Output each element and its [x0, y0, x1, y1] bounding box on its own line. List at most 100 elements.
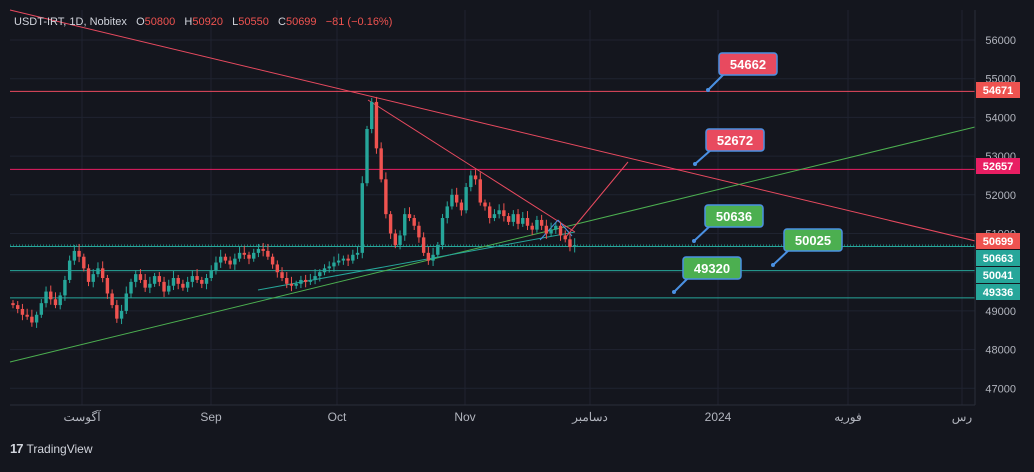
candle-body: [370, 101, 374, 130]
candle-body: [223, 256, 228, 261]
candle-body: [237, 252, 242, 259]
candle-body: [568, 239, 572, 248]
candle-body: [407, 214, 412, 219]
candle-body: [176, 278, 180, 284]
candle-body: [162, 281, 166, 292]
candle-body: [49, 291, 53, 300]
change-value: −81 (−0.16%): [325, 16, 393, 28]
x-tick-label: Oct: [328, 410, 347, 424]
candle-body: [129, 281, 133, 294]
candle-body: [322, 268, 327, 273]
candle-body: [426, 252, 431, 261]
x-tick-label: آگوست: [63, 409, 101, 424]
candle-body: [195, 276, 199, 280]
price-axis-badge-label: 54671: [983, 85, 1014, 97]
candle-body: [11, 303, 15, 306]
candle-body: [294, 283, 298, 286]
wedge-upper-line: [367, 99, 471, 166]
candle-body: [303, 279, 308, 282]
candle-body: [72, 250, 77, 261]
candle-body: [384, 179, 388, 215]
y-tick-label: 49000: [985, 306, 1016, 318]
candle-body: [124, 293, 128, 311]
candle-body: [171, 278, 176, 286]
callout-pointer: [707, 72, 726, 91]
callout-anchor: [771, 263, 775, 267]
price-axis-background: [975, 0, 1034, 430]
candle-body: [346, 258, 350, 261]
ascending-trendline: [9, 126, 976, 363]
candle-body: [421, 237, 426, 253]
candle-body: [82, 256, 86, 269]
candle-body: [134, 274, 138, 282]
candle-body: [516, 214, 520, 224]
candle-body: [115, 305, 119, 319]
candle-body: [393, 233, 398, 246]
candle-body: [96, 268, 100, 275]
candle-body: [157, 276, 162, 282]
callout-label: 54662: [730, 57, 766, 72]
callout-box: [783, 228, 843, 252]
candle-body: [379, 148, 383, 180]
candle-body: [535, 219, 539, 230]
candle-body: [275, 264, 280, 273]
candle-body: [185, 281, 190, 288]
candle-body: [511, 214, 516, 222]
ohlc-legend: USDT-IRT, 1D, Nobitex O50800 H50920 L505…: [14, 16, 392, 28]
low-value: 50550: [238, 16, 269, 28]
tradingview-brand: TradingView: [26, 441, 93, 456]
descending-trendline: [9, 9, 1034, 256]
candle-body: [67, 260, 72, 280]
callout-box: [718, 52, 778, 76]
symbol-title[interactable]: USDT-IRT, 1D, Nobitex: [14, 16, 127, 28]
price-axis-badge: [976, 82, 1020, 98]
candle-body: [53, 299, 58, 306]
callout-anchor: [693, 162, 697, 166]
candle-body: [181, 283, 185, 288]
candle-body: [360, 183, 364, 253]
candle-body: [285, 278, 289, 284]
y-tick-label: 52000: [985, 190, 1016, 202]
price-axis-badge-label: 52657: [983, 161, 1014, 173]
candle-body: [469, 175, 473, 188]
candle-body: [544, 225, 549, 234]
candle-body: [299, 279, 303, 284]
candle-body: [327, 266, 331, 269]
candle-body: [256, 248, 261, 253]
candle-body: [209, 270, 213, 279]
tradingview-footer[interactable]: 17 TradingView: [10, 441, 93, 456]
candle-body: [190, 276, 195, 282]
candle-body: [204, 278, 209, 284]
candle-body: [483, 202, 487, 207]
candle-body: [119, 310, 124, 319]
candle-body: [138, 274, 143, 280]
candle-body: [233, 258, 237, 265]
callout-layer: 54662 52672 50636 50025 49320: [672, 52, 843, 294]
candle-layer: [11, 96, 577, 328]
y-tick-label: 54000: [985, 112, 1016, 124]
y-tick-label: 48000: [985, 345, 1016, 357]
candle-body: [318, 272, 322, 277]
candle-body: [218, 256, 223, 263]
candle-body: [91, 274, 95, 282]
candle-body: [530, 225, 534, 230]
callout-anchor: [692, 239, 696, 243]
x-tick-label: دسامبر: [571, 410, 608, 424]
candle-body: [563, 235, 567, 240]
time-axis[interactable]: آگوست Sep Oct Nov دسامبر 2024 فوریه رس: [63, 409, 972, 424]
candle-body: [459, 202, 464, 211]
price-axis-badge: [976, 267, 1020, 283]
candle-body: [167, 285, 171, 292]
x-tick-label: Sep: [200, 410, 222, 424]
candle-body: [63, 279, 67, 296]
candle-body: [497, 210, 501, 215]
candle-body: [473, 175, 478, 180]
candle-body: [143, 279, 147, 288]
candle-body: [502, 210, 506, 217]
candle-body: [374, 101, 379, 149]
candle-body: [403, 214, 407, 236]
x-tick-label: رس: [952, 410, 973, 424]
candle-body: [86, 268, 91, 282]
